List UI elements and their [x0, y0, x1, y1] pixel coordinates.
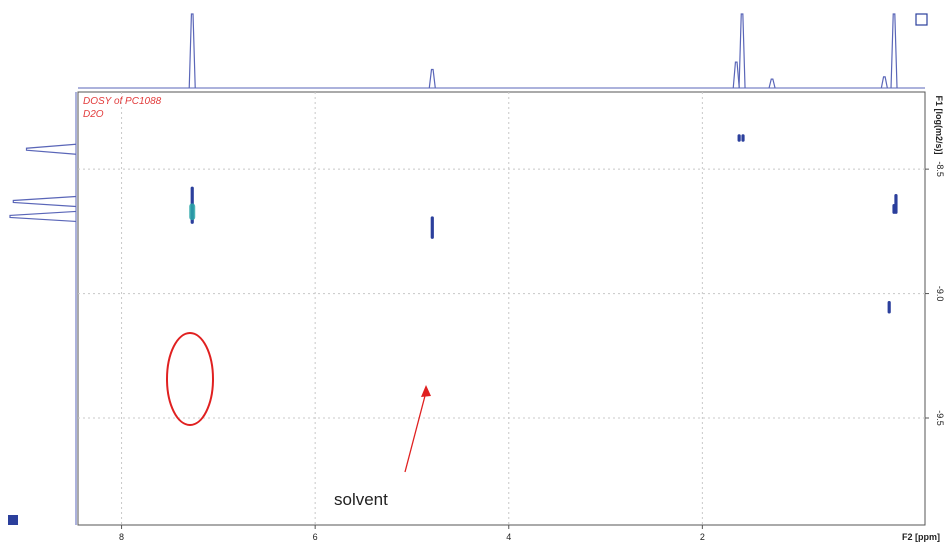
f2-projection-peak	[732, 61, 740, 89]
dosy-peak	[430, 216, 434, 239]
y-axis-title: F1 [log(m2/s)]	[934, 95, 944, 154]
f2-projection-peak	[890, 13, 898, 89]
x-tick-label: 6	[313, 532, 318, 542]
plot-frame	[77, 91, 926, 526]
x-tick-label: 8	[119, 532, 124, 542]
grid-lines	[78, 92, 925, 525]
experiment-title: DOSY of PC1088	[83, 96, 162, 107]
f1-projection-peak	[12, 195, 77, 208]
dosy-peak	[887, 301, 891, 314]
solvent-label: D2O	[83, 109, 104, 120]
dosy-peak	[741, 134, 745, 142]
x-axis-ticks: 8 6 4 2	[119, 525, 705, 542]
solvent-arrow	[404, 385, 431, 473]
x-tick-label: 4	[506, 532, 511, 542]
f1-projection	[9, 92, 77, 525]
f1-projection-peak	[9, 210, 77, 223]
f1-projection-peak	[25, 143, 77, 155]
corner-square-filled	[8, 515, 18, 525]
dosy-peak-core	[189, 203, 196, 221]
dosy-peak	[894, 194, 898, 214]
f2-projection-peak	[880, 76, 888, 89]
f2-projection-peak	[738, 13, 746, 89]
y-tick-label: -9.0	[935, 286, 944, 302]
f2-projection-peak	[768, 78, 776, 89]
corner-square-outline	[915, 13, 928, 26]
y-axis-ticks: -9.5 -9.0 -8.5	[925, 161, 944, 426]
highlight-ring	[166, 332, 214, 426]
dosy-peaks	[189, 134, 898, 314]
f2-projection-peak	[428, 68, 436, 89]
y-tick-label: -9.5	[935, 410, 944, 426]
x-axis-title: F2 [ppm]	[902, 532, 940, 542]
solvent-annotation: solvent	[334, 490, 388, 509]
f2-projection-peak	[188, 13, 196, 89]
dosy-peak	[737, 134, 741, 142]
y-tick-label: -8.5	[935, 161, 944, 177]
x-tick-label: 2	[700, 532, 705, 542]
f2-projection	[78, 13, 925, 89]
